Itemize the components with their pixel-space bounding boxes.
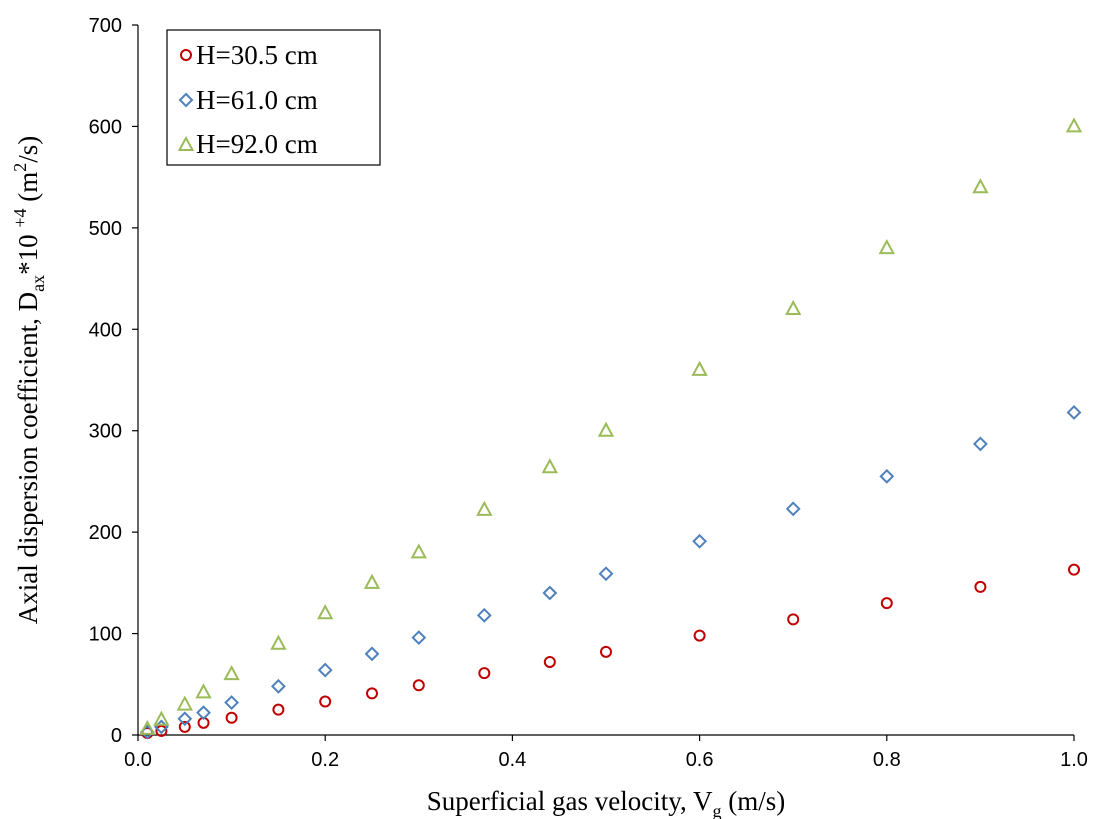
series-3 xyxy=(139,117,1083,735)
data-point-diamond xyxy=(598,566,614,582)
data-point-circle xyxy=(543,655,556,668)
y-tick-label: 0 xyxy=(111,725,122,747)
data-point-circle xyxy=(974,580,987,593)
legend-entry-1: H=30.5 cm xyxy=(180,40,318,70)
data-point-triangle xyxy=(1065,117,1083,133)
data-point-circle xyxy=(225,711,238,724)
legend-label-2: H=61.0 cm xyxy=(196,85,318,115)
data-point-diamond xyxy=(317,662,333,678)
data-point-circle xyxy=(366,687,378,700)
data-point-triangle xyxy=(691,360,708,376)
data-point-circle xyxy=(155,724,168,737)
data-point-triangle xyxy=(223,665,240,681)
legend-circle-marker xyxy=(180,49,192,61)
data-point-triangle xyxy=(176,695,193,711)
data-point-diamond xyxy=(879,468,895,484)
data-points xyxy=(139,117,1083,740)
data-point-circle xyxy=(478,667,491,680)
legend-diamond-marker xyxy=(178,92,194,108)
data-point-diamond xyxy=(972,436,988,452)
y-tick-label: 400 xyxy=(89,319,122,341)
data-point-triangle xyxy=(878,239,895,255)
legend-box xyxy=(166,29,381,166)
data-point-diamond xyxy=(411,630,427,646)
data-point-circle xyxy=(272,703,285,716)
data-point-diamond xyxy=(785,501,801,517)
data-point-triangle xyxy=(270,634,287,650)
legend-label-1: H=30.5 cm xyxy=(196,40,318,70)
data-point-triangle xyxy=(476,500,493,516)
legend-label-3: H=92.0 cm xyxy=(196,129,318,159)
y-ticks: 0 100 200 300 400 500 600 700 xyxy=(89,15,138,747)
axes xyxy=(137,25,1074,736)
data-point-triangle xyxy=(785,299,802,315)
data-point-circle xyxy=(880,597,893,610)
data-point-circle xyxy=(787,613,800,626)
data-point-circle xyxy=(178,720,191,733)
data-point-diamond xyxy=(177,711,193,727)
data-point-circle xyxy=(319,695,332,708)
y-tick-label: 600 xyxy=(89,116,122,138)
data-point-circle xyxy=(1068,563,1080,576)
data-point-triangle xyxy=(139,719,156,735)
data-point-triangle xyxy=(317,604,334,620)
series-1 xyxy=(141,563,1080,739)
series-2 xyxy=(139,405,1082,740)
data-point-triangle xyxy=(410,543,427,559)
x-tick-label: 0.2 xyxy=(311,749,339,771)
y-axis-title: Axial dispersion coefficient, Dax*10 +4 … xyxy=(10,136,48,625)
data-point-diamond xyxy=(196,705,211,721)
data-point-diamond xyxy=(542,585,558,601)
data-point-circle xyxy=(412,679,425,692)
data-point-diamond xyxy=(270,678,286,694)
data-point-triangle xyxy=(972,178,989,194)
y-tick-label: 500 xyxy=(89,218,122,240)
data-point-diamond xyxy=(692,533,708,549)
data-point-diamond xyxy=(1066,405,1082,420)
data-point-circle xyxy=(600,645,612,658)
x-tick-label: 0.0 xyxy=(124,749,152,771)
data-point-triangle xyxy=(153,710,170,726)
y-tick-label: 200 xyxy=(89,522,122,544)
x-tick-label: 1.0 xyxy=(1060,749,1088,771)
y-tick-label: 300 xyxy=(89,421,122,443)
data-point-triangle xyxy=(541,458,559,474)
legend-triangle-marker xyxy=(177,135,195,151)
x-axis-title: Superficial gas velocity, Vg (m/s) xyxy=(427,786,785,819)
x-tick-label: 0.6 xyxy=(686,749,714,771)
data-point-circle xyxy=(693,629,706,642)
y-tick-label: 700 xyxy=(89,15,122,37)
data-point-diamond xyxy=(364,646,380,662)
legend-entry-3: H=92.0 cm xyxy=(177,129,318,159)
x-tick-label: 0.8 xyxy=(873,749,901,771)
data-point-triangle xyxy=(363,573,381,589)
data-point-triangle xyxy=(597,421,615,437)
y-tick-label: 100 xyxy=(89,624,122,646)
legend-entry-2: H=61.0 cm xyxy=(178,85,318,115)
x-tick-label: 0.4 xyxy=(498,749,526,771)
data-point-triangle xyxy=(195,683,212,699)
data-point-diamond xyxy=(224,695,240,710)
x-ticks: 0.0 0.2 0.4 0.6 0.8 1.0 xyxy=(124,735,1088,771)
legend: H=30.5 cm H=61.0 cm H=92.0 cm xyxy=(166,29,381,166)
data-point-diamond xyxy=(476,607,492,623)
